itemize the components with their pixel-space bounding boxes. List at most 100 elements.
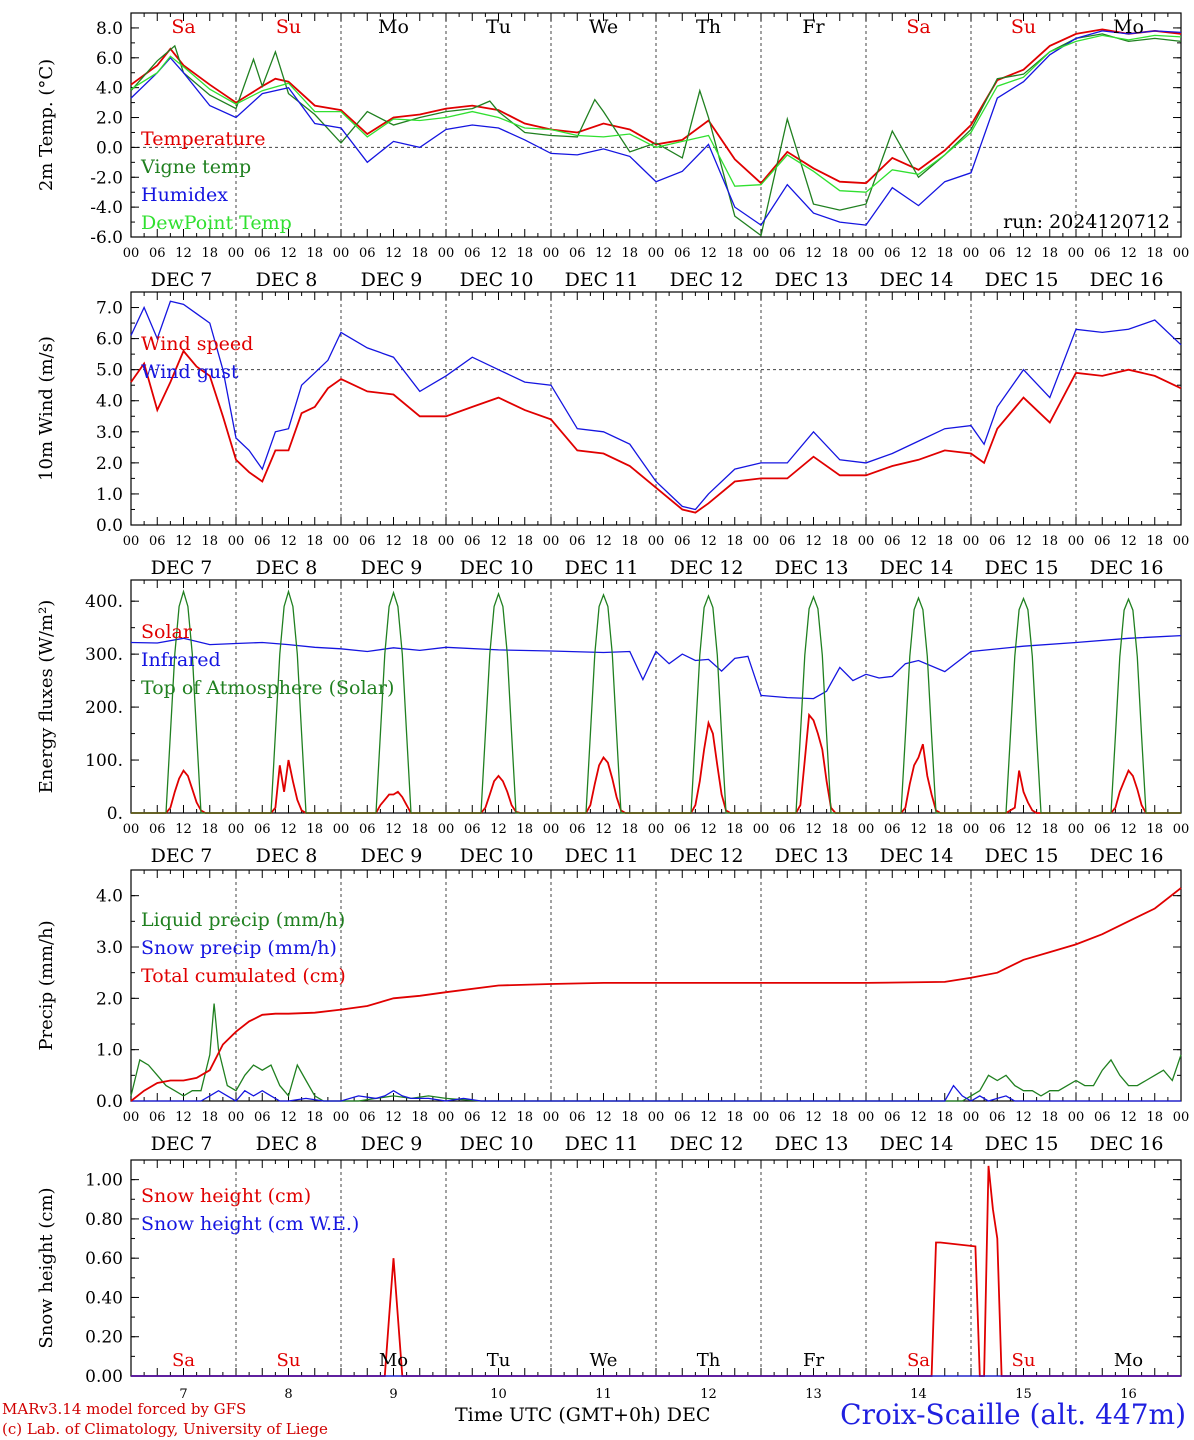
- y-tick-label: 300.: [85, 645, 123, 665]
- hour-tick-label: 06: [674, 534, 691, 549]
- hour-tick-label: 00: [753, 246, 770, 261]
- hour-tick-label: 00: [1173, 1110, 1190, 1125]
- legend-entry: Snow precip (mm/h): [141, 937, 337, 959]
- hour-tick-label: 06: [779, 1110, 796, 1125]
- hour-tick-label: 06: [989, 822, 1006, 837]
- hour-tick-label: 00: [543, 246, 560, 261]
- hour-tick-label: 12: [1015, 1110, 1032, 1125]
- hour-tick-label: 06: [149, 246, 166, 261]
- weekday-label: Th: [697, 1350, 721, 1371]
- hour-tick-label: 06: [779, 246, 796, 261]
- day-label: DEC 10: [460, 1133, 534, 1155]
- day-label: DEC 12: [670, 845, 744, 867]
- weekday-label: Su: [1012, 1350, 1036, 1371]
- hour-tick-label: 06: [1094, 822, 1111, 837]
- hour-tick-label: 18: [411, 534, 428, 549]
- y-tick-label: -6.0: [90, 228, 123, 248]
- hour-tick-label: 12: [595, 822, 612, 837]
- hour-tick-label: 06: [254, 822, 271, 837]
- hour-tick-label: 18: [516, 822, 533, 837]
- y-tick-label: 0.0: [96, 516, 123, 536]
- legend-entry: Vigne temp: [140, 156, 251, 178]
- series-line: [130, 28, 1182, 185]
- hour-tick-label: 00: [123, 822, 140, 837]
- y-tick-label: 5.0: [96, 361, 123, 381]
- series-line: [130, 33, 1182, 237]
- weekday-label: Mo: [379, 1350, 408, 1371]
- hour-tick-label: 00: [963, 534, 980, 549]
- y-axis-label: 2m Temp. (°C): [36, 59, 57, 191]
- hour-tick-label: 12: [385, 822, 402, 837]
- y-tick-label: -2.0: [90, 168, 123, 188]
- y-tick-label: 2.0: [96, 454, 123, 474]
- day-label: DEC 12: [670, 557, 744, 579]
- hour-tick-label: 12: [385, 1110, 402, 1125]
- hour-tick-label: 00: [438, 1110, 455, 1125]
- station-name: Croix-Scaille (alt. 447m): [840, 1398, 1186, 1431]
- hour-tick-label: 00: [333, 534, 350, 549]
- hour-tick-label: 00: [963, 1110, 980, 1125]
- series-line: [130, 30, 1182, 227]
- hour-tick-label: 18: [831, 534, 848, 549]
- hour-tick-label: 18: [516, 1110, 533, 1125]
- hour-tick-label: 18: [306, 1110, 323, 1125]
- hour-tick-label: 18: [936, 534, 953, 549]
- y-tick-label: 3.0: [96, 938, 123, 958]
- hour-tick-label: 12: [490, 534, 507, 549]
- hour-tick-label: 00: [543, 534, 560, 549]
- weekday-label: Fr: [802, 16, 825, 38]
- day-label: DEC 14: [880, 269, 954, 291]
- hour-tick-label: 06: [674, 1110, 691, 1125]
- series-line: [130, 34, 1182, 193]
- hour-tick-label: 18: [1146, 822, 1163, 837]
- hour-tick-label: 00: [753, 822, 770, 837]
- day-label: DEC 11: [565, 269, 639, 291]
- day-label: DEC 11: [565, 1133, 639, 1155]
- y-tick-label: -4.0: [90, 198, 123, 218]
- hour-tick-label: 06: [359, 1110, 376, 1125]
- hour-tick-label: 12: [490, 1110, 507, 1125]
- hour-tick-label: 06: [569, 1110, 586, 1125]
- hour-tick-label: 18: [411, 1110, 428, 1125]
- day-label: DEC 16: [1090, 845, 1164, 867]
- day-label: DEC 12: [670, 269, 744, 291]
- hour-tick-label: 12: [595, 534, 612, 549]
- hour-tick-label: 18: [306, 822, 323, 837]
- hour-tick-label: 06: [254, 246, 271, 261]
- hour-tick-label: 18: [201, 534, 218, 549]
- hour-tick-label: 06: [464, 246, 481, 261]
- hour-tick-label: 18: [831, 246, 848, 261]
- panel-5: [130, 1159, 1182, 1377]
- hour-tick-label: 00: [228, 822, 245, 837]
- hour-tick-label: 18: [1146, 246, 1163, 261]
- hour-tick-label: 00: [438, 822, 455, 837]
- hour-tick-label: 06: [149, 534, 166, 549]
- y-axis-label: 10m Wind (m/s): [36, 336, 57, 481]
- hour-tick-label: 00: [963, 822, 980, 837]
- y-axis-label: Energy fluxes (W/m²): [36, 600, 57, 794]
- hour-tick-label: 00: [228, 1110, 245, 1125]
- x-axis-title: Time UTC (GMT+0h) DEC: [455, 1404, 711, 1426]
- hour-tick-label: 18: [411, 246, 428, 261]
- hour-tick-label: 18: [201, 246, 218, 261]
- hour-tick-label: 00: [1173, 822, 1190, 837]
- hour-tick-label: 06: [149, 1110, 166, 1125]
- y-tick-label: 0.0: [96, 138, 123, 158]
- day-label: DEC 14: [880, 557, 954, 579]
- y-tick-label: 1.00: [85, 1171, 123, 1191]
- hour-tick-label: 06: [569, 822, 586, 837]
- y-tick-label: 6.0: [96, 49, 123, 69]
- hour-tick-label: 06: [989, 534, 1006, 549]
- day-label: DEC 10: [460, 845, 534, 867]
- hour-tick-label: 06: [464, 1110, 481, 1125]
- hour-tick-label: 12: [805, 246, 822, 261]
- y-tick-label: 0.40: [85, 1288, 123, 1308]
- hour-tick-label: 00: [858, 1110, 875, 1125]
- series-line: [130, 634, 1182, 700]
- day-number-label: 13: [805, 1387, 822, 1402]
- hour-tick-label: 12: [910, 1110, 927, 1125]
- hour-tick-label: 00: [123, 534, 140, 549]
- plot-frame: [130, 12, 1182, 238]
- day-label: DEC 13: [775, 1133, 849, 1155]
